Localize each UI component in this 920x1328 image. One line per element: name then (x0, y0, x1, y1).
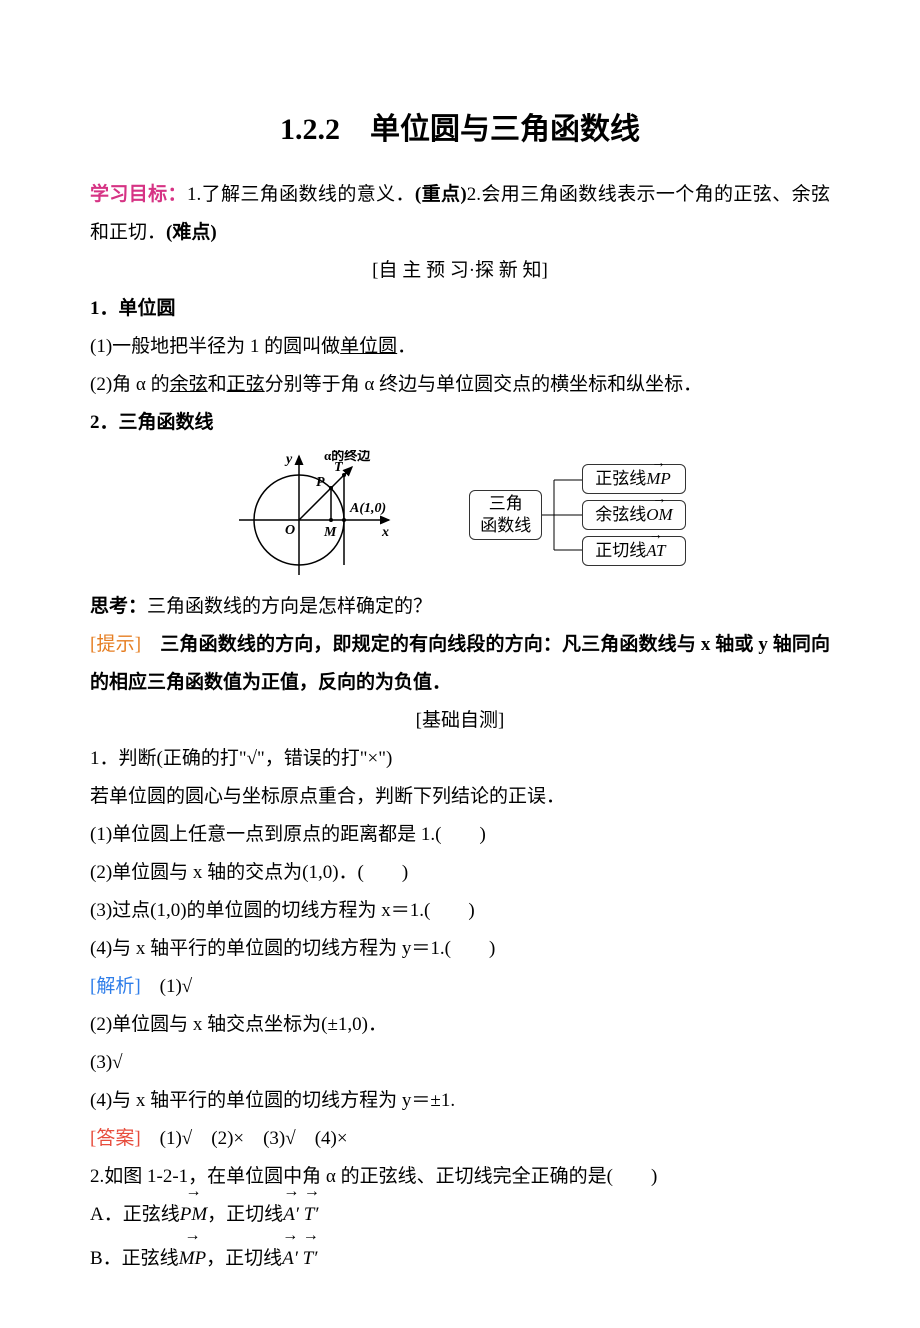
page-title: 1.2.2 单位圆与三角函数线 (90, 100, 830, 160)
p1-2c: 分别等于角 α 终边与单位圆交点的横坐标和纵坐标． (265, 374, 702, 395)
a1-3: (3)√ (90, 1044, 830, 1082)
goal-bold-1: (重点) (415, 184, 467, 205)
leaf2-vec: OM (646, 503, 672, 527)
heading-1: 1．单位圆 (90, 290, 830, 328)
tree-leaf-3: 正切线AT (582, 536, 685, 566)
leaf1-vec: MP (646, 467, 671, 491)
heading-2: 2．三角函数线 (90, 404, 830, 442)
leaf3-vec: AT (646, 539, 665, 563)
q2B-v1: MP (179, 1240, 206, 1278)
tree-connector (542, 465, 582, 565)
goal-bold-2: (难点) (166, 222, 217, 243)
answer-label: [答案] (90, 1128, 141, 1149)
para-1-1: (1)一般地把半径为 1 的圆叫做单位圆． (90, 328, 830, 366)
answer-para: [答案] (1)√ (2)× (3)√ (4)× (90, 1120, 830, 1158)
q1-3: (3)过点(1,0)的单位圆的切线方程为 x＝1.( ) (90, 892, 830, 930)
q2-option-B: B．正弦线MP，正切线A′ T′ (90, 1240, 830, 1278)
p1-2u2: 正弦 (227, 374, 265, 395)
think-label: 思考： (90, 596, 147, 617)
q2B-v2b: T′ (303, 1240, 318, 1278)
p1-2b: 和 (208, 374, 227, 395)
leaf1-a: 正弦线 (595, 467, 646, 491)
leaf3-a: 正切线 (595, 539, 646, 563)
hint-para: [提示] 三角函数线的方向，即规定的有向线段的方向：凡三角函数线与 x 轴或 y… (90, 626, 830, 702)
analysis-label: [解析] (90, 976, 141, 997)
q2A-b: ，正切线 (207, 1204, 283, 1225)
p1-2u1: 余弦 (170, 374, 208, 395)
p1-1-text: (1)一般地把半径为 1 的圆叫做 (90, 336, 340, 357)
tree-root-l2: 函数线 (480, 515, 531, 537)
p1-2a: (2)角 α 的 (90, 374, 170, 395)
q1-1: (1)单位圆上任意一点到原点的距离都是 1.( ) (90, 816, 830, 854)
para-1-2: (2)角 α 的余弦和正弦分别等于角 α 终边与单位圆交点的横坐标和纵坐标． (90, 366, 830, 404)
label-x: x (381, 525, 389, 540)
answer-text: (1)√ (2)× (3)√ (4)× (141, 1128, 348, 1149)
unit-circle-diagram: P T A(1,0) O M x y α的终边 (234, 450, 409, 580)
goal-text-1: 1.了解三角函数线的意义． (187, 184, 415, 205)
a1-2: (2)单位圆与 x 轴交点坐标为(±1,0)． (90, 1006, 830, 1044)
section-preview-heading: [自 主 预 习·探 新 知] (90, 252, 830, 290)
tree-branches: 正弦线MP 余弦线OM 正切线AT (582, 464, 685, 565)
q2B-a: B．正弦线 (90, 1248, 179, 1269)
a1-4: (4)与 x 轴平行的单位圆的切线方程为 y＝±1. (90, 1082, 830, 1120)
goal-label: 学习目标： (90, 184, 187, 205)
tree-root-l1: 三角 (480, 493, 531, 515)
analysis-para-1: [解析] (1)√ (90, 968, 830, 1006)
p1-1-underline: 单位圆 (340, 336, 397, 357)
label-M: M (323, 525, 337, 540)
figure-row: P T A(1,0) O M x y α的终边 三角 函数线 正弦线MP 余弦线… (90, 450, 830, 580)
p1-1-end: ． (397, 336, 416, 357)
q2A-a: A．正弦线 (90, 1204, 180, 1225)
tree-leaf-2: 余弦线OM (582, 500, 685, 530)
section-test-heading: [基础自测] (90, 702, 830, 740)
tree-leaf-1: 正弦线MP (582, 464, 685, 494)
tree-diagram: 三角 函数线 正弦线MP 余弦线OM 正切线AT (469, 464, 685, 565)
label-O: O (285, 523, 295, 538)
q1-head: 1．判断(正确的打"√"，错误的打"×") (90, 740, 830, 778)
a1-1: (1)√ (141, 976, 193, 997)
q1-2: (2)单位圆与 x 轴的交点为(1,0)．( ) (90, 854, 830, 892)
hint-label: [提示] (90, 634, 141, 655)
q2B-v2a: A′ (282, 1240, 298, 1278)
leaf2-a: 余弦线 (595, 503, 646, 527)
q1-4: (4)与 x 轴平行的单位圆的切线方程为 y＝1.( ) (90, 930, 830, 968)
think-text: 三角函数线的方向是怎样确定的？ (147, 596, 432, 617)
label-P: P (316, 475, 325, 490)
hint-text: 三角函数线的方向，即规定的有向线段的方向：凡三角函数线与 x 轴或 y 轴同向的… (90, 634, 830, 693)
learning-goal: 学习目标：1.了解三角函数线的意义．(重点)2.会用三角函数线表示一个角的正弦、… (90, 176, 830, 252)
think-para: 思考：三角函数线的方向是怎样确定的？ (90, 588, 830, 626)
q2B-b: ，正切线 (206, 1248, 282, 1269)
label-A: A(1,0) (349, 501, 386, 516)
q1-intro: 若单位圆的圆心与坐标原点重合，判断下列结论的正误． (90, 778, 830, 816)
tree-root: 三角 函数线 (469, 490, 542, 540)
label-alpha: α的终边 (324, 450, 371, 463)
label-y: y (284, 452, 293, 467)
